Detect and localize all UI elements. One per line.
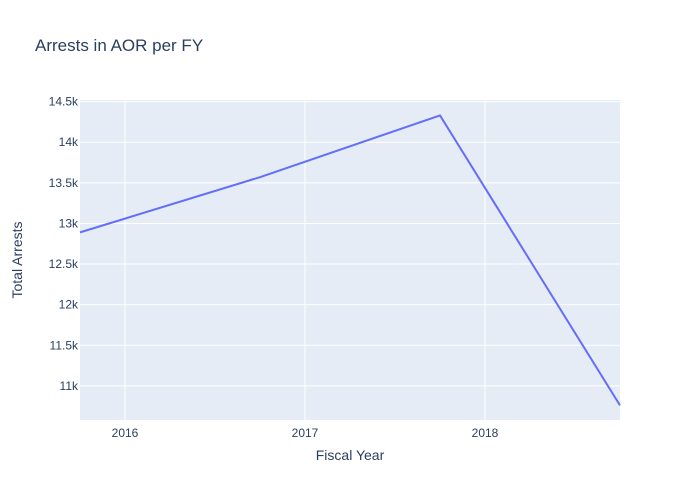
y-axis-title: Total Arrests bbox=[9, 221, 25, 298]
y-tick-label: 14.5k bbox=[49, 95, 79, 109]
y-axis-ticks: 11k 11.5k 12k 12.5k 13k 13.5k 14k 14.5k bbox=[49, 95, 79, 393]
x-tick-label: 2018 bbox=[472, 426, 499, 440]
grid-lines bbox=[80, 100, 620, 420]
x-tick-label: 2016 bbox=[112, 426, 139, 440]
y-tick-label: 13k bbox=[59, 216, 79, 230]
chart-title: Arrests in AOR per FY bbox=[35, 36, 203, 55]
y-tick-label: 12k bbox=[59, 298, 79, 312]
y-tick-label: 13.5k bbox=[49, 176, 79, 190]
y-tick-label: 11k bbox=[60, 379, 79, 393]
plot-area bbox=[80, 100, 620, 420]
x-axis-title: Fiscal Year bbox=[316, 447, 385, 463]
y-tick-label: 12.5k bbox=[49, 257, 79, 271]
series-line bbox=[79, 114, 621, 406]
x-axis-ticks: 2016 2017 2018 bbox=[112, 426, 499, 440]
series-group bbox=[79, 114, 621, 406]
x-tick-label: 2017 bbox=[292, 426, 319, 440]
y-tick-label: 11.5k bbox=[50, 338, 79, 352]
y-tick-label: 14k bbox=[59, 135, 79, 149]
